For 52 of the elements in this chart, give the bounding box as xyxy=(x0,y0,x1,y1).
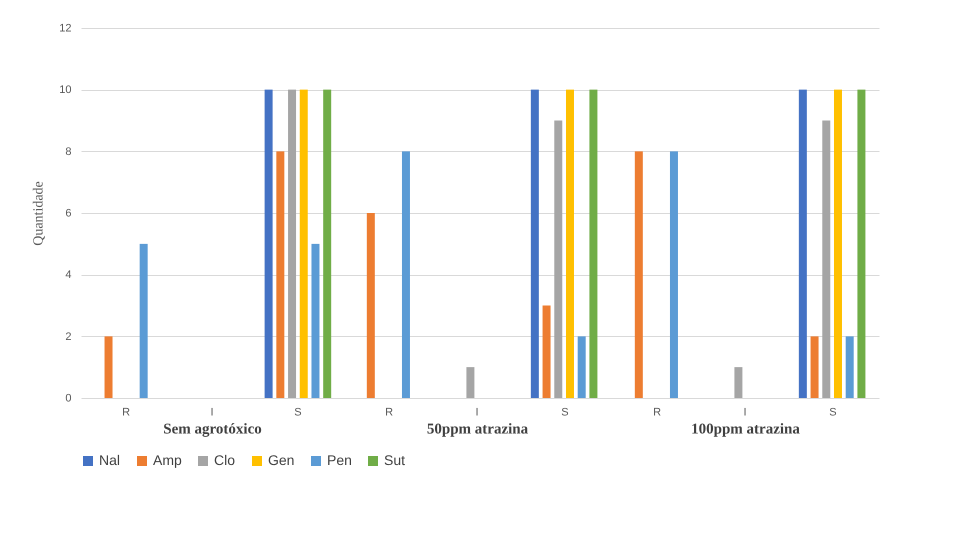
bar xyxy=(466,367,474,398)
bar xyxy=(140,244,148,398)
bar xyxy=(834,90,842,398)
x-tick-label: R xyxy=(653,406,662,418)
bar xyxy=(670,151,678,398)
bar xyxy=(288,90,296,398)
bar xyxy=(554,120,562,398)
legend-label: Amp xyxy=(153,452,182,468)
y-tick-label: 6 xyxy=(65,208,72,220)
bar xyxy=(276,151,284,398)
bar xyxy=(634,151,643,398)
x-axis-title: 100ppm atrazina xyxy=(691,422,800,438)
bar xyxy=(857,90,866,398)
legend-label: Clo xyxy=(214,452,236,468)
bar xyxy=(822,120,830,398)
x-tick-label: S xyxy=(294,406,302,418)
legend-label: Pen xyxy=(327,452,352,468)
x-tick-label: R xyxy=(385,406,394,418)
legend-label: Gen xyxy=(268,452,294,468)
bar xyxy=(402,151,410,398)
legend-label: Sut xyxy=(384,452,406,468)
bar xyxy=(530,90,539,398)
x-axis-title: Sem agrotóxico xyxy=(163,422,262,438)
bar xyxy=(566,90,574,398)
bar xyxy=(578,336,586,398)
y-tick-label: 8 xyxy=(65,146,72,158)
x-tick-label: R xyxy=(122,406,130,418)
bar xyxy=(264,90,273,398)
y-tick-label: 12 xyxy=(59,22,72,34)
x-tick-label: I xyxy=(475,406,479,418)
bar xyxy=(734,367,742,398)
y-tick-label: 10 xyxy=(59,84,72,96)
x-tick-label: I xyxy=(210,406,214,418)
x-tick-label: I xyxy=(743,406,747,418)
x-tick-label: S xyxy=(561,406,569,418)
bar xyxy=(798,90,807,398)
bar xyxy=(300,90,308,398)
bar xyxy=(810,336,819,398)
y-tick-label: 4 xyxy=(65,269,72,282)
bar xyxy=(366,213,375,398)
y-tick-label: 2 xyxy=(65,330,72,343)
bar xyxy=(104,336,113,398)
legend-label: Nal xyxy=(99,452,120,468)
bar xyxy=(323,90,332,398)
bar xyxy=(311,244,320,398)
y-axis-title: Quantidade xyxy=(31,181,46,246)
y-tick-label: 0 xyxy=(65,392,72,404)
bar xyxy=(846,336,854,398)
bar xyxy=(589,90,598,398)
bar xyxy=(542,306,551,398)
x-axis-title: 50ppm atrazina xyxy=(426,422,529,438)
x-tick-label: S xyxy=(829,406,837,418)
